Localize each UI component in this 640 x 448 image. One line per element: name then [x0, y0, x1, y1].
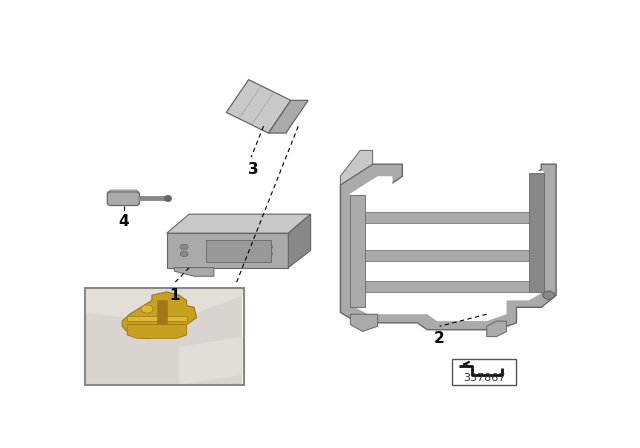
- Bar: [86, 289, 242, 384]
- Polygon shape: [365, 212, 529, 223]
- Polygon shape: [127, 324, 187, 338]
- Polygon shape: [340, 164, 556, 330]
- Polygon shape: [157, 301, 167, 333]
- Polygon shape: [85, 289, 244, 323]
- Text: 3: 3: [248, 163, 259, 177]
- Polygon shape: [365, 250, 529, 261]
- Circle shape: [180, 244, 188, 250]
- Text: 337867: 337867: [463, 373, 506, 383]
- Polygon shape: [350, 195, 365, 307]
- Polygon shape: [167, 214, 310, 233]
- Polygon shape: [227, 80, 291, 133]
- Polygon shape: [350, 171, 544, 321]
- Bar: [85, 289, 244, 385]
- Circle shape: [543, 291, 555, 299]
- Polygon shape: [350, 314, 378, 332]
- Bar: [452, 359, 516, 385]
- Circle shape: [264, 244, 273, 250]
- Polygon shape: [174, 267, 214, 276]
- Circle shape: [264, 251, 273, 257]
- Polygon shape: [108, 192, 140, 206]
- Polygon shape: [269, 100, 308, 133]
- Polygon shape: [127, 316, 187, 321]
- Circle shape: [141, 305, 153, 313]
- Polygon shape: [365, 281, 529, 292]
- Text: 4: 4: [118, 214, 129, 229]
- Circle shape: [180, 251, 188, 257]
- Text: 2: 2: [434, 332, 445, 346]
- Polygon shape: [340, 151, 372, 185]
- Polygon shape: [179, 336, 244, 385]
- Polygon shape: [529, 173, 544, 292]
- Polygon shape: [108, 190, 140, 194]
- Polygon shape: [122, 292, 196, 338]
- Polygon shape: [486, 321, 507, 336]
- Bar: [207, 240, 271, 263]
- Polygon shape: [288, 214, 310, 267]
- Text: 1: 1: [169, 289, 179, 303]
- Polygon shape: [167, 233, 288, 267]
